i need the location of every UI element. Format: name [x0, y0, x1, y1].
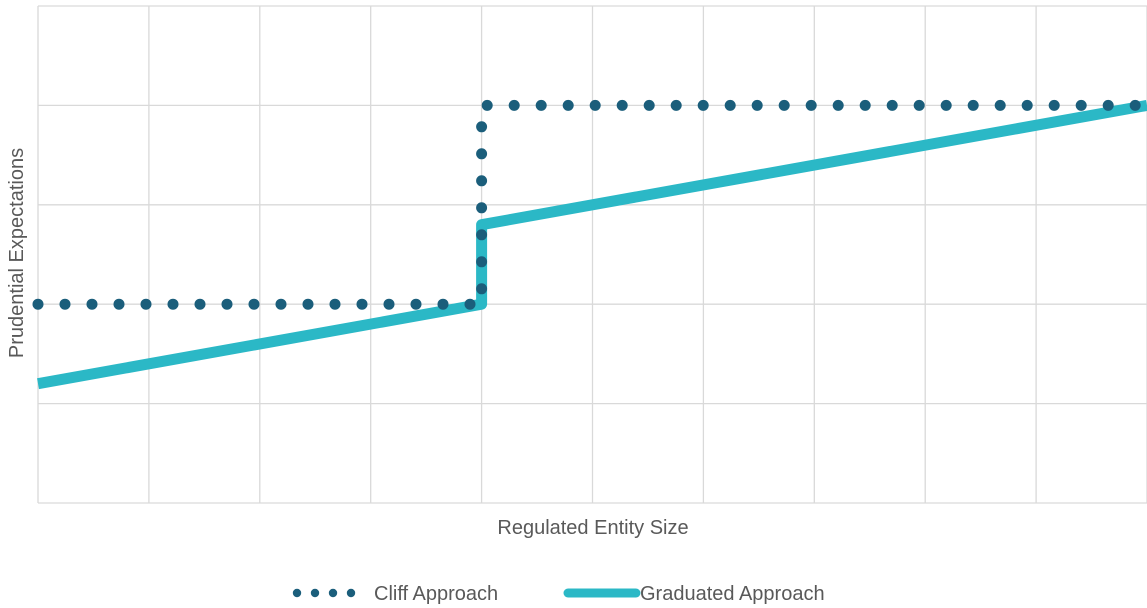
series-line-cliff-approach [32, 99, 1147, 310]
legend-marker-dot [346, 588, 356, 598]
grid [37, 5, 1147, 504]
series-layer [32, 99, 1147, 390]
legend-item-graduated-approach: Graduated Approach [563, 583, 825, 605]
legend-label: Graduated Approach [640, 583, 825, 605]
legend-label: Cliff Approach [374, 583, 498, 605]
legend-item-cliff-approach: Cliff Approach [292, 583, 498, 605]
x-axis-title: Regulated Entity Size [497, 517, 688, 539]
legend-marker-dot [310, 588, 320, 598]
y-axis-title: Prudential Expectations [6, 148, 28, 358]
legend: Cliff Approach Graduated Approach [292, 583, 825, 605]
legend-marker-dot [328, 588, 338, 598]
legend-marker-dot [292, 588, 302, 598]
